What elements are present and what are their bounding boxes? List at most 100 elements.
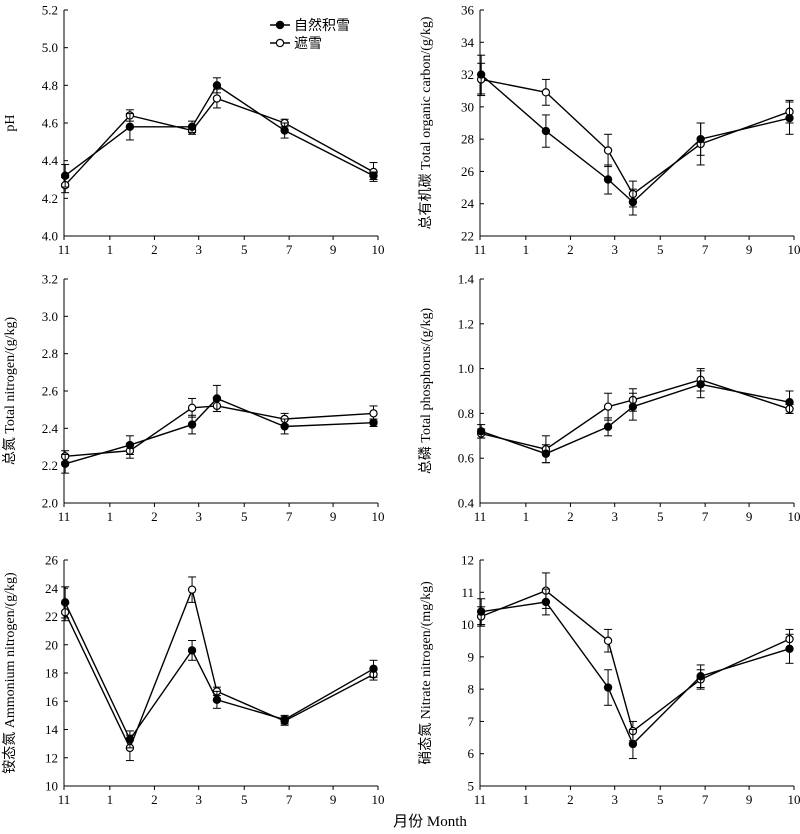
snow-removal-data-point	[603, 636, 613, 645]
y-tick-label: 6	[468, 746, 475, 761]
natural-snow-series-line	[480, 383, 790, 455]
y-axis-label: 铵态氮 Ammonium nitrogen/(g/kg)	[2, 572, 18, 774]
natural-snow-data-point	[628, 739, 638, 749]
x-tick-label: 11	[474, 792, 487, 807]
x-tick-label: 2	[151, 792, 158, 807]
natural-snow-data-point	[785, 398, 794, 407]
y-tick-label: 16	[45, 694, 59, 709]
y-tick-label: 34	[461, 35, 475, 50]
x-tick-label: 9	[746, 792, 753, 807]
natural-snow-data-point	[280, 715, 289, 724]
natural-snow-data-point	[603, 683, 613, 692]
natural-snow-data-point	[476, 607, 486, 616]
y-tick-label: 18	[45, 666, 58, 681]
snow-removal-data-point	[212, 94, 222, 103]
natural-snow-data-point	[187, 122, 197, 131]
natural-snow-data-point	[628, 197, 638, 207]
snow-removal-series-line	[480, 379, 790, 450]
x-tick-label: 10	[372, 509, 385, 524]
x-tick-label: 1	[523, 792, 530, 807]
snow-removal-data-point	[603, 146, 613, 155]
x-tick-label: 2	[567, 242, 574, 257]
natural-snow-data-point	[187, 646, 197, 655]
y-tick-label: 24	[461, 196, 475, 211]
x-tick-label: 2	[151, 242, 158, 257]
y-tick-label: 3.2	[42, 272, 58, 287]
x-tick-label: 7	[286, 792, 293, 807]
y-tick-label: 30	[461, 99, 474, 114]
x-tick-label: 9	[330, 509, 337, 524]
y-tick-label: 4.2	[42, 191, 58, 206]
snow-removal-series-line	[480, 589, 790, 733]
snow-removal-data-point	[187, 585, 197, 594]
y-tick-label: 2.4	[42, 421, 59, 436]
y-tick-label: 1.2	[458, 316, 474, 331]
x-tick-label: 5	[657, 509, 664, 524]
natural-snow-data-point	[696, 380, 705, 389]
natural-snow-data-point	[125, 440, 135, 450]
natural-snow-data-point	[125, 735, 135, 744]
natural-snow-data-point	[476, 427, 486, 436]
natural-snow-series-line	[64, 602, 374, 741]
y-tick-label: 36	[461, 3, 475, 18]
x-tick-label: 3	[611, 792, 618, 807]
x-tick-label: 10	[788, 792, 800, 807]
y-tick-label: 8	[468, 682, 475, 697]
y-tick-label: 4.6	[42, 116, 59, 131]
y-axis-label: 总有机碳 Total organic carbon/(g/kg)	[418, 16, 434, 229]
x-tick-label: 11	[58, 792, 71, 807]
y-tick-label: 26	[45, 553, 59, 568]
x-tick-label: 5	[657, 792, 664, 807]
natural-snow-data-point	[369, 664, 378, 673]
y-tick-label: 12	[461, 553, 474, 568]
x-tick-label: 7	[702, 242, 709, 257]
y-tick-label: 4.8	[42, 78, 58, 93]
x-tick-label: 2	[567, 509, 574, 524]
x-tick-label: 1	[523, 242, 530, 257]
x-tick-label: 2	[151, 509, 158, 524]
x-tick-label: 1	[107, 509, 114, 524]
natural-snow-data-point	[369, 171, 378, 180]
y-tick-label: 0.8	[458, 406, 474, 421]
y-tick-label: 9	[468, 649, 475, 664]
x-tick-label: 7	[286, 509, 293, 524]
x-tick-label: 9	[330, 242, 337, 257]
x-tick-label: 3	[195, 242, 202, 257]
y-tick-label: 24	[45, 581, 59, 596]
x-tick-label: 10	[788, 242, 800, 257]
snow-removal-series-line	[64, 97, 374, 186]
natural-snow-data-point	[541, 126, 551, 136]
snow-removal-data-point	[369, 409, 378, 418]
snow-removal-data-point	[603, 402, 613, 411]
natural-snow-data-point	[280, 422, 289, 431]
x-tick-label: 7	[702, 509, 709, 524]
legend-marker-open	[275, 38, 285, 48]
y-tick-label: 10	[461, 617, 474, 632]
natural-snow-data-point	[280, 126, 289, 135]
natural-snow-data-point	[541, 597, 551, 607]
natural-snow-data-point	[696, 134, 705, 144]
y-axis-label: 总氮 Total nitrogen/(g/kg)	[2, 317, 18, 466]
natural-snow-series-line	[64, 84, 374, 177]
x-tick-label: 11	[58, 509, 71, 524]
x-tick-label: 3	[195, 792, 202, 807]
y-tick-label: 4.4	[42, 153, 59, 168]
x-tick-label: 3	[611, 242, 618, 257]
natural-snow-data-point	[785, 644, 794, 653]
snow-removal-data-point	[187, 403, 197, 412]
x-tick-label: 9	[330, 792, 337, 807]
y-tick-label: 0.4	[458, 496, 475, 511]
x-tick-label: 1	[107, 242, 114, 257]
natural-snow-data-point	[212, 394, 222, 403]
y-tick-label: 14	[45, 722, 59, 737]
legend-label: 自然积雪	[294, 17, 350, 34]
natural-snow-data-point	[369, 418, 378, 427]
y-tick-label: 26	[461, 164, 475, 179]
